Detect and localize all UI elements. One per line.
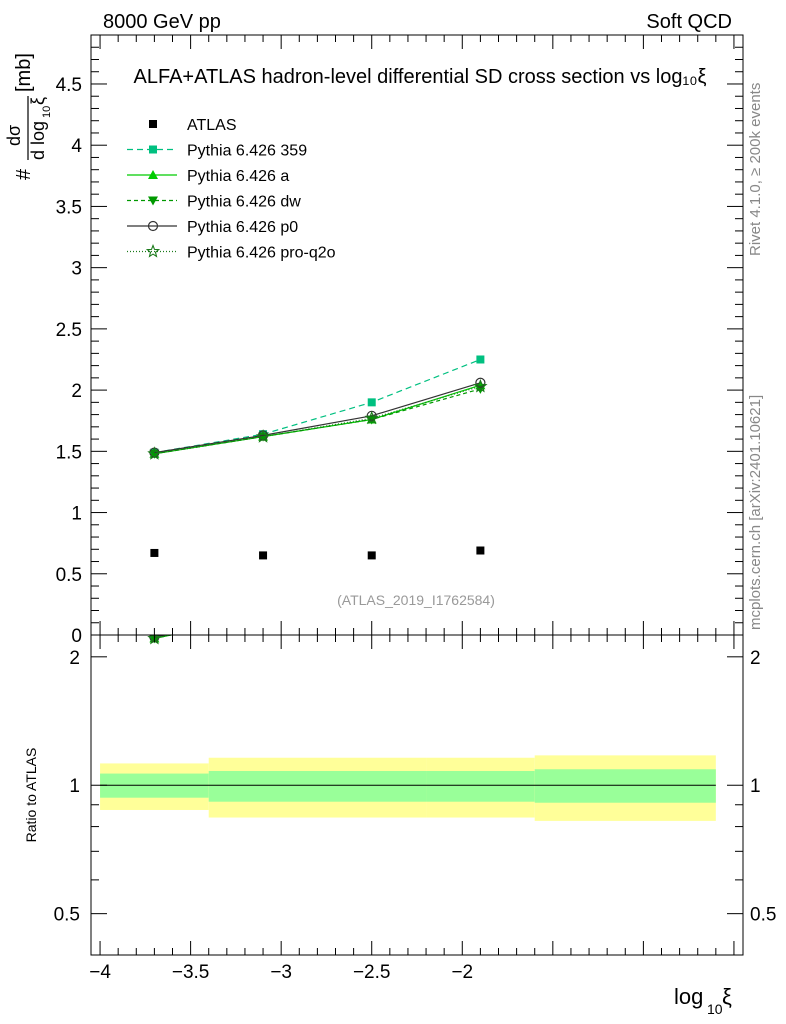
ratio-point-0: [368, 583, 376, 591]
ratio-band-inner: [208, 770, 427, 802]
legend-label-atlas: ATLAS: [187, 117, 237, 134]
legend-marker-3: [147, 220, 159, 232]
rivet-label: Rivet 4.1.0, ≥ 200k events: [747, 83, 764, 256]
xlabel: log 10 ξ: [674, 984, 732, 1017]
ratio-ylabel: Ratio to ATLAS: [23, 748, 39, 843]
ratio-y-tick-label: 2: [69, 648, 80, 669]
ratio-panel: −4 −3.5 −3 −2.5 −2 0.5 0.5 1 1 2 2 Ratio to ATLAS: [23, 562, 776, 983]
x-tick-label: −3.5: [172, 962, 210, 983]
ratio-y-tick-label-right: 0.5: [750, 905, 776, 926]
ratio-point-3: [259, 610, 268, 619]
ratio-point-4: [257, 610, 269, 621]
series-point-4: [147, 446, 162, 460]
xlabel-sub: 10: [707, 1001, 723, 1017]
chart-title: ALFA+ATLAS hadron-level differential SD …: [134, 66, 707, 88]
ylabel-unit: [mb]: [13, 53, 35, 92]
series-point-4: [473, 378, 488, 393]
ratio-point-4: [475, 579, 486, 590]
xlabel-log: log: [674, 984, 703, 1009]
ylabel-denominator: d log: [28, 121, 48, 160]
legend-label-4: Pythia 6.426 pro-q2o: [187, 245, 336, 262]
ratio-point-3: [476, 578, 485, 587]
ratio-point-2: [475, 583, 485, 592]
y-tick-label: 0: [71, 626, 82, 647]
series-line-4: [154, 385, 481, 455]
x-tick-label: −2.5: [353, 962, 391, 983]
ratio-axes: −4 −3.5 −3 −2.5 −2 0.5 0.5 1 1 2 2: [54, 635, 776, 983]
series-point-4: [364, 410, 379, 425]
ratio-point-1: [475, 579, 485, 588]
ratio-plot-content: [100, 562, 716, 821]
y-tick-label: 4: [71, 136, 82, 157]
legend-marker-atlas: [149, 120, 157, 128]
category-label: Soft QCD: [646, 11, 732, 33]
y-tick-label: 0.5: [56, 565, 82, 586]
ratio-y-tick-label: 1: [69, 776, 80, 797]
ratio-y-tick-label: 0.5: [54, 905, 80, 926]
y-tick-label: 1: [71, 504, 82, 525]
series-line-2: [154, 388, 481, 455]
legend-label-3: Pythia 6.426 p0: [187, 219, 298, 236]
legend: ATLAS Pythia 6.426 359 Pythia 6.426 a Pythi…: [127, 117, 336, 262]
ylabel-denominator-xi: ξ: [28, 97, 48, 105]
series-point-0: [476, 355, 485, 364]
ratio-point-2: [258, 612, 268, 621]
main-axes: 0 0.5 1 1.5 2 2.5 3 3.5 4 4.5: [56, 35, 743, 647]
ratio-frame: [90, 634, 744, 956]
ratio-band-inner: [534, 769, 716, 803]
series-line-3: [154, 382, 481, 454]
mcplots-label: mcplots.cern.ch [arXiv:2401.10621]: [747, 395, 764, 630]
legend-label-0: Pythia 6.426 359: [187, 143, 307, 160]
main-ylabel: # dσ d log 10 ξ [mb]: [4, 53, 53, 180]
ratio-y-tick-label-right: 1: [750, 776, 761, 797]
ratio-band-inner: [426, 770, 535, 802]
data-point: [150, 548, 159, 557]
series-line-0: [154, 358, 481, 454]
ylabel-denominator-sub: 10: [41, 106, 53, 118]
legend-marker-2: [148, 196, 158, 206]
data-point: [476, 546, 485, 555]
series-line-1: [154, 384, 481, 455]
ylabel-numerator: dσ: [4, 125, 24, 146]
legend-marker-0: [149, 145, 157, 154]
y-tick-label: 4.5: [56, 75, 82, 96]
energy-label: 8000 GeV pp: [103, 11, 221, 33]
legend-marker-4: [145, 243, 161, 258]
ratio-point-0: [476, 562, 484, 570]
y-tick-label: 1.5: [56, 442, 82, 463]
series-point-4: [255, 429, 271, 443]
x-tick-label: −4: [89, 962, 111, 983]
data-point: [259, 551, 268, 560]
legend-label-2: Pythia 6.426 dw: [187, 194, 301, 211]
x-tick-label: −3: [270, 962, 292, 983]
series-point-3: [475, 377, 486, 388]
analysis-id: (ATLAS_2019_I1762584): [337, 592, 495, 608]
y-tick-label: 3.5: [56, 197, 82, 218]
y-tick-label: 2: [71, 381, 82, 402]
legend-label-1: Pythia 6.426 a: [187, 168, 289, 185]
data-point: [367, 551, 376, 560]
ratio-point-1: [258, 611, 268, 620]
x-tick-label: −2: [451, 962, 473, 983]
series-point-0: [367, 398, 376, 407]
ylabel-prefix: #: [13, 168, 35, 180]
y-tick-label: 2.5: [56, 320, 82, 341]
main-plot-content: [147, 355, 488, 560]
ratio-point-0: [259, 610, 267, 618]
ratio-y-tick-label-right: 2: [750, 648, 761, 669]
legend-marker-1: [148, 170, 158, 179]
main-panel: 0 0.5 1 1.5 2 2.5 3 3.5 4 4.5 ALFA+ATLAS hadron-l…: [4, 34, 744, 647]
y-tick-label: 3: [71, 259, 82, 280]
xlabel-xi: ξ: [722, 984, 732, 1009]
